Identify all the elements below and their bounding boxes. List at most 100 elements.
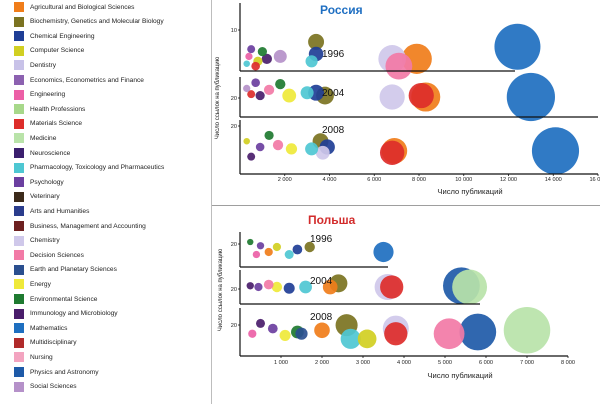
- bubble: [275, 78, 286, 90]
- legend-swatch: [14, 118, 24, 129]
- legend-swatch: [14, 264, 24, 275]
- y-tick-label: 20: [231, 287, 237, 293]
- panel-year: 2008: [322, 125, 345, 136]
- bubble: [246, 282, 254, 290]
- legend-item: Chemistry: [14, 235, 60, 247]
- x-tick-label: 8 000: [412, 177, 426, 183]
- x-tick-label: 2 000: [315, 360, 329, 366]
- legend-item: Decision Sciences: [14, 249, 84, 261]
- bubble: [494, 23, 541, 70]
- legend-label: Chemistry: [30, 237, 60, 245]
- legend-label: Dentistry: [30, 61, 57, 69]
- y-tick-label: 20: [231, 124, 237, 130]
- bubble: [384, 322, 408, 346]
- bubble: [314, 322, 330, 339]
- legend-label: Medicine: [30, 134, 57, 142]
- bubble: [531, 127, 580, 175]
- bubble: [251, 78, 260, 88]
- legend-label: Physics and Astronomy: [30, 368, 99, 376]
- legend-swatch: [14, 89, 24, 100]
- legend-swatch: [14, 235, 24, 246]
- bubble: [245, 52, 253, 61]
- legend-item: Neuroscience: [14, 147, 70, 159]
- legend-item: Materials Science: [14, 118, 82, 130]
- bubble: [357, 329, 377, 349]
- bubble: [459, 313, 497, 351]
- bubble: [254, 282, 263, 292]
- x-tick-label: 4 000: [397, 360, 411, 366]
- legend-item: Health Professions: [14, 103, 85, 115]
- legend-swatch: [14, 177, 24, 188]
- bubble: [379, 140, 405, 165]
- x-axis-label: Число публикаций: [437, 187, 502, 196]
- legend-item: Nursing: [14, 351, 53, 363]
- x-tick-label: 5 000: [438, 360, 452, 366]
- legend-item: Mathematics: [14, 322, 67, 334]
- legend-item: Pharmacology, Toxicology and Pharmaceuti…: [14, 162, 164, 174]
- bubble: [380, 275, 404, 299]
- bubble: [252, 250, 261, 259]
- legend-label: Decision Sciences: [30, 251, 84, 259]
- legend-label: Psychology: [30, 178, 64, 186]
- legend-swatch: [14, 45, 24, 56]
- legend-label: Computer Science: [30, 47, 85, 55]
- bubble: [340, 328, 361, 349]
- legend-item: Chemical Engineering: [14, 30, 95, 42]
- bubble: [247, 45, 256, 54]
- x-tick-label: 12 000: [500, 177, 517, 183]
- legend-item: Psychology: [14, 176, 64, 188]
- legend-label: Veterinary: [30, 193, 60, 201]
- y-axis-label: Число ссылок на публикацию: [218, 248, 224, 331]
- legend-item: Veterinary: [14, 191, 60, 203]
- bubble: [315, 145, 330, 160]
- legend-item: Physics and Astronomy: [14, 366, 99, 378]
- legend-label: Nursing: [30, 353, 53, 361]
- legend-label: Mathematics: [30, 324, 68, 332]
- legend-swatch: [14, 133, 24, 144]
- legend-label: Business, Management and Accounting: [30, 222, 146, 230]
- legend-swatch: [14, 206, 24, 217]
- legend-label: Chemical Engineering: [30, 32, 95, 40]
- legend-swatch: [14, 381, 24, 392]
- bubble: [433, 318, 465, 350]
- bubble: [243, 60, 250, 67]
- legend-label: Environmental Science: [30, 295, 98, 303]
- y-tick-label: 20: [231, 242, 237, 248]
- bubble: [255, 318, 266, 328]
- bubble: [304, 241, 315, 253]
- legend-item: Business, Management and Accounting: [14, 220, 146, 232]
- x-tick-label: 3 000: [356, 360, 370, 366]
- bubble: [257, 46, 267, 57]
- bubble: [379, 84, 405, 110]
- legend-swatch: [14, 221, 24, 231]
- bubble: [305, 55, 318, 68]
- bubble: [263, 279, 274, 290]
- bubble: [292, 244, 303, 255]
- legend-swatch: [14, 2, 24, 12]
- legend-item: Agricultural and Biological Sciences: [14, 1, 134, 13]
- bubble: [256, 242, 265, 250]
- bubble: [272, 139, 284, 151]
- x-tick-label: 10 000: [455, 177, 472, 183]
- legend-swatch: [14, 367, 24, 377]
- legend: Agricultural and Biological Sciences Bioc…: [0, 0, 212, 404]
- bubble: [264, 247, 273, 257]
- legend-item: Social Sciences: [14, 381, 77, 393]
- legend-label: Biochemistry, Genetics and Molecular Bio…: [30, 18, 164, 26]
- x-tick-label: 8 000: [561, 360, 575, 366]
- legend-label: Agricultural and Biological Sciences: [30, 3, 135, 11]
- chart-title: Россия: [320, 3, 363, 17]
- bubble: [308, 33, 325, 50]
- y-tick-label: 20: [231, 96, 237, 102]
- legend-swatch: [14, 104, 24, 115]
- x-tick-label: 14 000: [545, 177, 562, 183]
- y-tick-label: 10: [231, 28, 237, 34]
- x-tick-label: 6 000: [367, 177, 381, 183]
- bubble: [248, 329, 257, 338]
- legend-label: Multidisciplinary: [30, 339, 77, 347]
- bubble: [247, 90, 256, 99]
- section-divider: [212, 205, 600, 206]
- chart-title: Польша: [308, 213, 356, 227]
- legend-label: Engineering: [30, 91, 66, 99]
- legend-item: Engineering: [14, 89, 65, 101]
